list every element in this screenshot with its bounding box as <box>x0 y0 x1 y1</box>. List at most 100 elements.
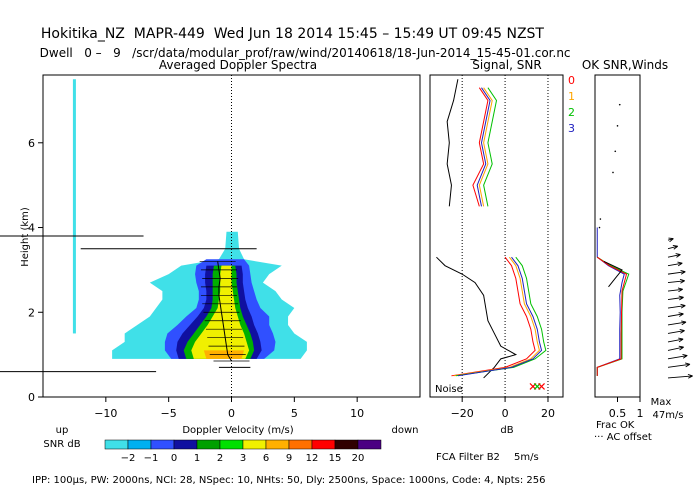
ok-series-ok-red <box>596 256 628 376</box>
colorbar-swatch <box>219 439 244 450</box>
snr-x-label: dB <box>500 425 513 436</box>
spectra-title: Averaged Doppler Spectra <box>159 58 317 72</box>
interference-stripe <box>72 79 76 334</box>
signal-snr-panel: −20 0 20 <box>436 75 555 420</box>
colorbar-swatch <box>265 439 290 450</box>
ac-offset-dot <box>614 150 617 153</box>
y-tick-label: 4 <box>28 222 35 235</box>
colorbar-swatch <box>127 439 152 450</box>
snr-colorbar: −2 −1 0 1 2 3 6 9 12 15 20 <box>104 439 382 464</box>
wind-vector <box>667 303 686 309</box>
colorbar-swatch <box>357 439 382 450</box>
x-tick-label: −5 <box>161 407 177 420</box>
doppler-spectra-panel: −10 −5 0 5 10 0 2 4 6 <box>0 75 364 420</box>
frac-ok-label: Frac OK <box>596 420 635 431</box>
colorbar-tick-label: 1 <box>194 453 200 464</box>
ok-x-tick-label: 0.5 <box>609 407 627 420</box>
station-title: Hokitika_NZ MAPR-449 Wed Jun 18 2014 15:… <box>32 10 544 42</box>
colorbar-tick-label: 12 <box>306 453 319 464</box>
wind-vector <box>667 312 684 317</box>
ok-series-ok-black <box>603 260 623 288</box>
snr-series-3 <box>457 256 543 377</box>
y-axis-label: Height (km) <box>20 207 31 267</box>
legend-entry-2: 2 <box>568 106 575 119</box>
fca-speed-label: 5m/s <box>514 452 539 463</box>
colorbar-tick-label: 6 <box>263 453 269 464</box>
snr-x-tick-label: 20 <box>541 407 555 420</box>
ok-title: OK SNR,Winds <box>582 58 668 72</box>
y-tick-label: 0 <box>28 391 35 404</box>
colorbar-swatch <box>150 439 175 450</box>
colorbar-label: SNR dB <box>43 439 80 450</box>
x-tick-label: 10 <box>350 407 364 420</box>
ac-offset-dot <box>612 171 614 174</box>
ok-series-ok-blue <box>596 227 625 376</box>
snr-series-0 <box>472 87 489 207</box>
noise-marker <box>538 382 545 390</box>
snr-series-2 <box>455 256 547 377</box>
snr-x-tick-label: 0 <box>502 407 509 420</box>
observation-datetime: Wed Jun 18 2014 15:45 – 15:49 UT 09:45 N… <box>213 26 544 42</box>
snr-frame <box>429 74 564 398</box>
wind-vector <box>667 295 684 301</box>
colorbar-tick-label: 2 <box>217 453 223 464</box>
max-value: 47m/s <box>652 410 683 421</box>
wind-vector <box>667 253 681 258</box>
ok-x-tick-label: 1 <box>637 407 644 420</box>
y-tick-label: 2 <box>28 306 35 319</box>
wind-vector <box>667 261 683 267</box>
snr-series-1 <box>478 87 493 207</box>
max-label: Max <box>651 397 672 408</box>
colorbar-swatch <box>196 439 221 450</box>
snr-series-3 <box>476 87 491 207</box>
spectra-frame <box>42 74 421 398</box>
ok-snr-winds-panel: 0 1 2 3 0.5 1 <box>568 74 693 420</box>
fca-filter-label: FCA Filter B2 <box>436 452 500 463</box>
x-axis-label: Doppler Velocity (m/s) <box>182 425 293 436</box>
wind-vector <box>667 320 687 326</box>
ac-offset-label: ··· AC offset <box>594 432 652 443</box>
ac-offset-dot <box>599 218 602 220</box>
radar-name: MAPR-449 <box>133 26 205 42</box>
colorbar-tick-label: −2 <box>121 453 136 464</box>
colorbar-swatch <box>288 439 313 450</box>
mean-velocity-profile <box>217 261 232 362</box>
colorbar-tick-label: 0 <box>171 453 177 464</box>
x-tick-label: −10 <box>94 407 117 420</box>
colorbar-tick-label: 20 <box>352 453 365 464</box>
wind-vector <box>667 373 693 379</box>
colorbar-swatch <box>311 439 336 450</box>
ac-offset-dot <box>616 125 619 127</box>
snr-series-2 <box>483 87 498 207</box>
legend-entry-3: 3 <box>568 122 575 135</box>
dwell-range: Dwell 0 – 9 <box>39 46 121 60</box>
dwell-line: Dwell 0 – 9 /scr/data/modular_prof/raw/w… <box>32 34 571 60</box>
colorbar-tick-label: −1 <box>144 453 159 464</box>
legend-entry-0: 0 <box>568 74 575 87</box>
station-name: Hokitika_NZ <box>40 26 125 42</box>
snr-title: Signal, SNR <box>472 58 541 72</box>
wind-vector <box>667 278 686 284</box>
x-tick-label: 0 <box>228 407 235 420</box>
footer-parameters: IPP: 100μs, PW: 2000ns, NCI: 28, NSpec: … <box>32 475 545 486</box>
colorbar-swatch <box>334 439 359 450</box>
up-label: up <box>56 425 69 436</box>
wind-vector <box>667 362 691 368</box>
snr-series-1 <box>453 256 540 377</box>
wind-vector <box>667 269 686 275</box>
ok-frame <box>594 74 641 398</box>
wind-vector <box>667 287 684 293</box>
wind-vector <box>667 337 684 343</box>
down-label: down <box>392 425 419 436</box>
snr-series-0 <box>451 256 536 377</box>
snr-x-tick-label: −20 <box>451 407 474 420</box>
colorbar-tick-label: 15 <box>329 453 342 464</box>
colorbar-swatch <box>104 439 129 450</box>
ac-offset-dot <box>618 103 621 106</box>
colorbar-tick-label: 9 <box>286 453 292 464</box>
ac-offset-dot <box>598 226 601 229</box>
legend-entry-1: 1 <box>568 90 575 103</box>
snr-series-noise <box>446 79 459 207</box>
wind-vector <box>667 245 679 250</box>
